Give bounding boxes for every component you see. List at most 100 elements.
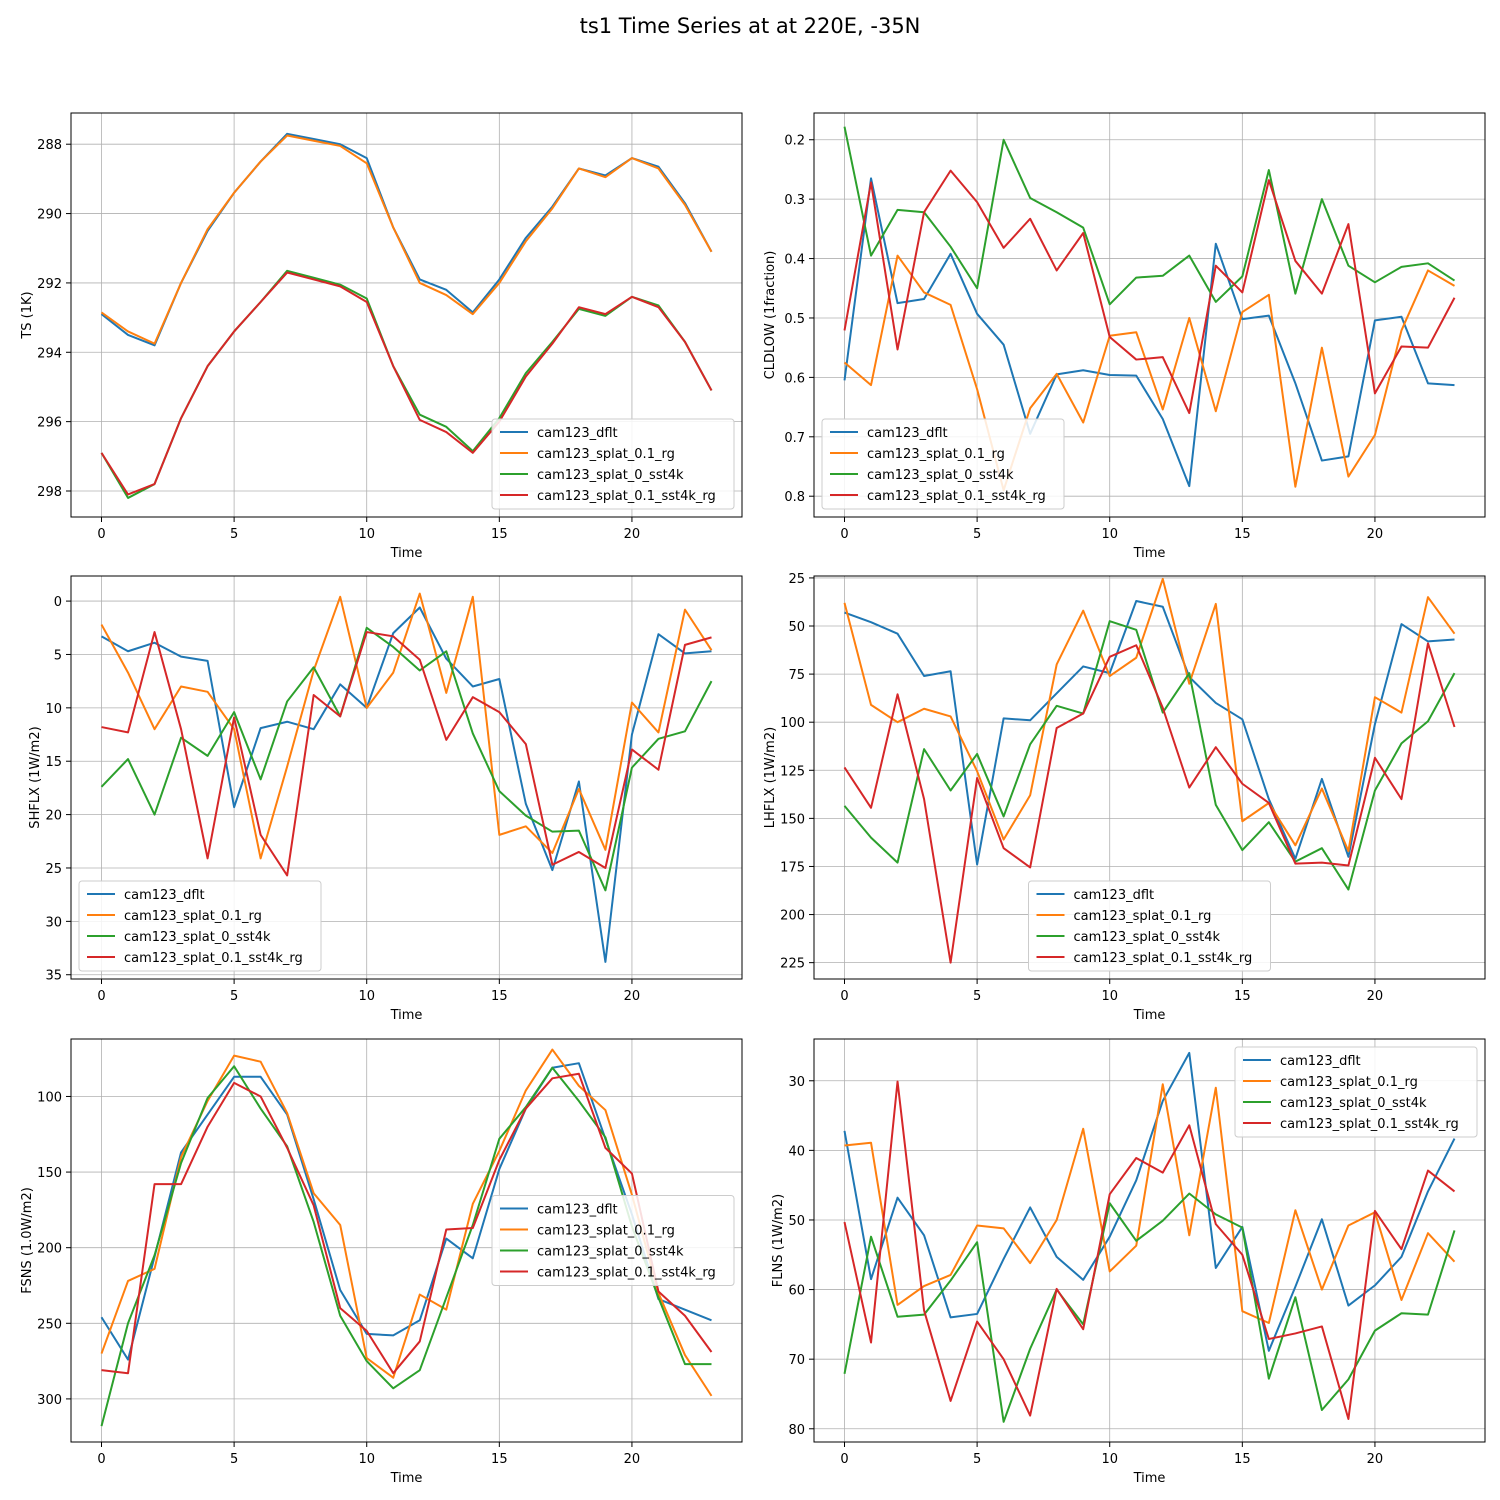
y-tick-label: 0.5 xyxy=(784,312,805,327)
legend-entry: cam123_dflt xyxy=(537,426,618,441)
y-tick-label: 30 xyxy=(788,1075,805,1090)
y-axis-label: SHFLX (1W/m2) xyxy=(28,726,43,828)
y-tick-label: 300 xyxy=(37,1393,62,1408)
y-tick-label: 292 xyxy=(37,277,62,292)
x-axis-label: Time xyxy=(1133,1471,1166,1486)
subplot-5: 0 5 10 15 20 100 150 200 250 300 Time FSNS (1.0W/m2… xyxy=(20,1038,743,1486)
y-tick-label: 75 xyxy=(788,668,805,683)
x-tick-label: 5 xyxy=(230,527,238,542)
series-line-cam123_splat_0.1_sst4k_rg xyxy=(100,271,713,496)
x-tick-label: 5 xyxy=(230,989,238,1004)
x-axis-label: Time xyxy=(1133,546,1166,561)
subplot-1: 0 5 10 15 20 288 290 292 294 296 298 Time TS (1K) cam… xyxy=(20,112,743,561)
legend-entry: cam123_splat_0.1_rg xyxy=(537,447,675,462)
legend-entry: cam123_dflt xyxy=(1074,888,1155,903)
series-line-cam123_splat_0_sst4k xyxy=(843,620,1456,891)
y-tick-label: 175 xyxy=(780,860,805,875)
x-axis-label: Time xyxy=(390,1471,423,1486)
axes-frame xyxy=(70,112,743,518)
legend: cam123_dflt cam123_splat_0.1_rg cam123_spl… xyxy=(821,418,1065,510)
x-tick-label: 10 xyxy=(1101,989,1118,1004)
x-tick-label: 5 xyxy=(973,1452,981,1467)
y-tick-label: 0.7 xyxy=(784,431,805,446)
y-tick-label: 0.3 xyxy=(784,193,805,208)
y-tick-label: 288 xyxy=(37,138,62,153)
x-tick-label: 10 xyxy=(358,989,375,1004)
x-axis-label: Time xyxy=(390,546,423,561)
y-tick-label: 60 xyxy=(788,1284,805,1299)
legend-box xyxy=(78,880,322,972)
y-tick-label: 0.6 xyxy=(784,371,805,386)
x-tick-label: 20 xyxy=(1367,989,1384,1004)
legend-entry: cam123_splat_0.1_sst4k_rg xyxy=(537,489,716,504)
axes-frame xyxy=(70,1038,743,1443)
y-tick-label: 25 xyxy=(788,572,805,587)
y-axis-label: FLNS (1W/m2) xyxy=(771,1194,786,1287)
series-line-cam123_splat_0.1_sst4k_rg xyxy=(843,1080,1456,1421)
series-line-cam123_dflt xyxy=(843,177,1455,488)
legend-entry: cam123_dflt xyxy=(124,888,205,903)
y-axis-label: LHFLX (1W/m2) xyxy=(763,727,778,828)
y-tick-label: 0.4 xyxy=(784,253,805,268)
legend-entry: cam123_splat_0_sst4k xyxy=(1074,930,1221,945)
x-tick-label: 5 xyxy=(973,527,981,542)
y-tick-label: 0.8 xyxy=(784,490,805,505)
series-line-cam123_dflt xyxy=(843,1051,1456,1352)
x-tick-label: 0 xyxy=(840,989,848,1004)
x-tick-label: 10 xyxy=(358,1452,375,1467)
legend-box xyxy=(1234,1046,1478,1138)
x-tick-label: 20 xyxy=(624,989,641,1004)
x-tick-label: 20 xyxy=(624,527,641,542)
legend-entry: cam123_splat_0.1_rg xyxy=(1074,909,1212,924)
legend-entry: cam123_splat_0.1_sst4k_rg xyxy=(1074,951,1253,966)
subplot-6: 0 5 10 15 20 30 40 50 60 70 80 Time FLNS (1W/m2) cam1… xyxy=(771,1038,1486,1486)
x-tick-label: 10 xyxy=(1101,1452,1118,1467)
y-tick-label: 80 xyxy=(788,1423,805,1438)
y-tick-label: 298 xyxy=(37,485,62,500)
legend-entry: cam123_dflt xyxy=(1280,1054,1361,1069)
y-tick-label: 15 xyxy=(45,755,62,770)
series-line-cam123_splat_0_sst4k xyxy=(843,1192,1456,1423)
legend: cam123_dflt cam123_splat_0.1_rg cam123_spl… xyxy=(1234,1046,1478,1138)
series-line-cam123_splat_0.1_sst4k_rg xyxy=(843,642,1456,964)
x-tick-label: 20 xyxy=(1367,527,1384,542)
legend-entry: cam123_splat_0.1_rg xyxy=(124,909,262,924)
series-line-cam123_splat_0.1_sst4k_rg xyxy=(101,631,712,877)
y-tick-label: 70 xyxy=(788,1353,805,1368)
x-tick-label: 15 xyxy=(491,1452,508,1467)
y-tick-label: 290 xyxy=(37,208,62,223)
subplot-2: 0 5 10 15 20 0.2 0.3 0.4 0.5 0.6 0.7 0.8 Time CLDLOW … xyxy=(763,112,1486,561)
x-tick-label: 15 xyxy=(1234,527,1251,542)
y-tick-label: 294 xyxy=(37,346,62,361)
x-tick-label: 0 xyxy=(840,527,848,542)
y-tick-label: 200 xyxy=(780,909,805,924)
y-tick-label: 0 xyxy=(54,595,62,610)
y-tick-label: 225 xyxy=(780,957,805,972)
y-tick-label: 50 xyxy=(788,620,805,635)
y-tick-label: 30 xyxy=(45,915,62,930)
x-tick-label: 20 xyxy=(624,1452,641,1467)
legend: cam123_dflt cam123_splat_0.1_rg cam123_spl… xyxy=(78,880,322,972)
legend-entry: cam123_splat_0.1_sst4k_rg xyxy=(537,1266,716,1281)
legend-entry: cam123_dflt xyxy=(867,426,948,441)
y-tick-label: 35 xyxy=(45,969,62,984)
legend: cam123_dflt cam123_splat_0.1_rg cam123_spl… xyxy=(491,418,735,510)
x-axis-label: Time xyxy=(1133,1008,1166,1023)
series-line-cam123_splat_0.1_sst4k_rg xyxy=(843,169,1456,415)
series-line-cam123_splat_0.1_rg xyxy=(100,134,713,345)
legend-entry: cam123_splat_0_sst4k xyxy=(867,468,1014,483)
y-axis-label: TS (1K) xyxy=(20,291,35,339)
legend-box xyxy=(491,418,735,510)
axes-frame xyxy=(70,575,743,980)
legend-box xyxy=(491,1195,735,1286)
legend-entry: cam123_splat_0_sst4k xyxy=(537,468,684,483)
x-tick-label: 0 xyxy=(97,1452,105,1467)
subplot-4: 0 5 10 15 20 25 50 75 100 125 150 175 200 225 Time LHFL… xyxy=(763,572,1486,1023)
legend-entry: cam123_splat_0_sst4k xyxy=(124,930,271,945)
series-line-cam123_splat_0_sst4k xyxy=(100,626,713,892)
series-line-cam123_splat_0.1_rg xyxy=(843,254,1456,492)
y-tick-label: 125 xyxy=(780,764,805,779)
axes-frame xyxy=(813,575,1486,980)
x-tick-label: 15 xyxy=(491,527,508,542)
